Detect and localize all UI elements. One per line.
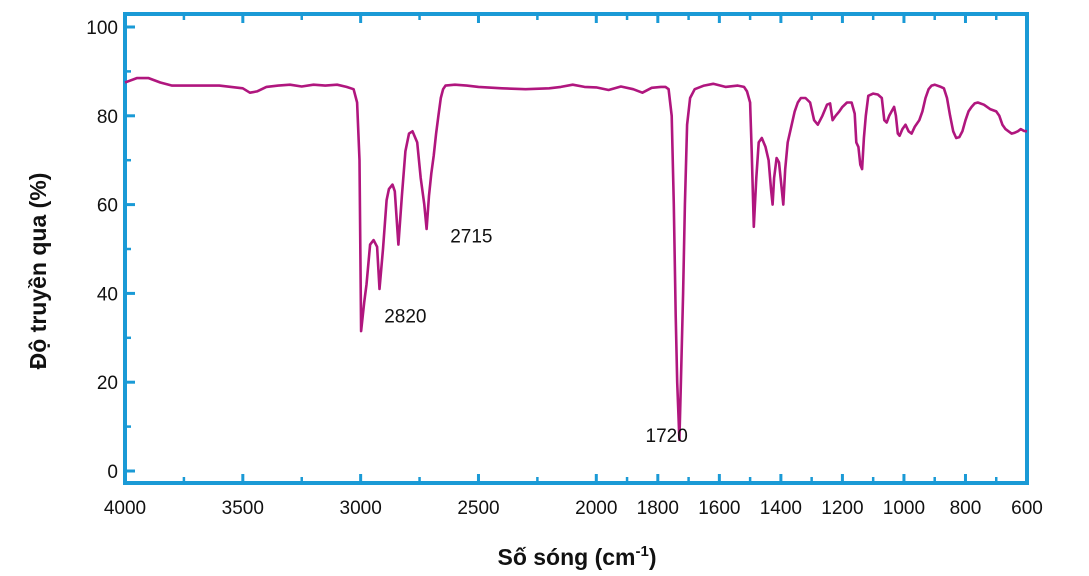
y-tick-label: 60: [97, 196, 118, 217]
x-tick-label: 4000: [104, 498, 146, 519]
y-tick-label: 100: [86, 18, 118, 39]
peak-annotation-label: 2715: [450, 226, 492, 247]
peak-annotations: 2715 2820 1720: [384, 226, 688, 447]
x-axis-title-superscript: -1: [636, 543, 649, 560]
x-axis-title-main: Số sóng (cm: [497, 544, 635, 570]
x-tick-label: 2000: [575, 498, 617, 519]
x-tick-label: 1400: [760, 498, 802, 519]
peak-annotation-label: 1720: [646, 426, 688, 447]
y-tick-label: 0: [107, 462, 118, 483]
x-tick-label: 1000: [883, 498, 925, 519]
x-tick-label: 3000: [340, 498, 382, 519]
y-tick-label: 40: [97, 284, 118, 305]
x-tick-label: 3500: [222, 498, 264, 519]
x-tick-label: 2500: [457, 498, 499, 519]
x-tick-label: 600: [1011, 498, 1043, 519]
x-axis-title: Số sóng (cm-1): [497, 543, 656, 570]
x-tick-label: 1800: [637, 498, 679, 519]
y-tick-label: 20: [97, 373, 118, 394]
x-axis-title-close: ): [649, 544, 657, 570]
transmittance-series-line: [124, 76, 1028, 442]
y-tick-label: 80: [97, 107, 118, 128]
x-tick-label: 1600: [698, 498, 740, 519]
x-tick-label: 800: [950, 498, 982, 519]
x-axis: 4000 3500 3000 2500 2000 1800 1600 1400 1200 1000…: [104, 14, 1043, 519]
peak-annotation-label: 2820: [384, 306, 426, 327]
y-axis-title: Độ truyền qua (%): [25, 173, 51, 370]
x-tick-label: 1200: [821, 498, 863, 519]
y-axis: 0 20 40 60 80 100: [86, 18, 135, 483]
